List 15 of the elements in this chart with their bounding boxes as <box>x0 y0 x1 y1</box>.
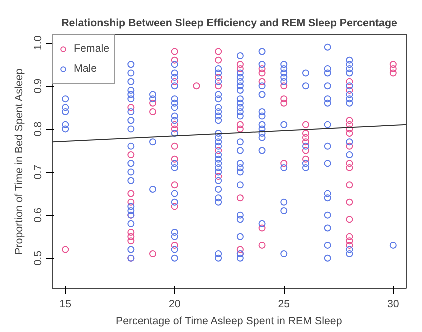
legend-label: Female <box>74 43 110 55</box>
y-tick-label: 0.8 <box>32 122 44 137</box>
y-tick-label: 0.6 <box>32 208 44 223</box>
y-axis-title: Proportion of Time in Bed Spent Asleep <box>14 68 26 255</box>
x-tick-label: 25 <box>278 298 290 310</box>
y-tick-label: 0.9 <box>32 78 44 94</box>
x-tick-label: 30 <box>387 298 400 310</box>
x-tick-label: 15 <box>60 298 72 310</box>
x-tick-label: 20 <box>168 298 181 310</box>
chart-title: Relationship Between Sleep Efficiency and REM Sleep Percentage <box>62 18 398 30</box>
legend-label: Male <box>74 63 98 75</box>
y-tick-label: 1.0 <box>32 36 44 51</box>
y-tick-label: 0.7 <box>32 164 44 180</box>
y-tick-label: 0.5 <box>32 250 44 266</box>
x-axis-title: Percentage of Time Asleep Spent in REM Sleep <box>116 316 342 328</box>
